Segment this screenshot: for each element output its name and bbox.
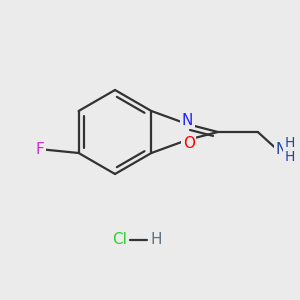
- Text: F: F: [36, 142, 44, 157]
- Text: N: N: [182, 113, 194, 128]
- Text: O: O: [183, 136, 195, 151]
- Text: Cl: Cl: [112, 232, 127, 247]
- Text: H: H: [285, 150, 295, 164]
- Text: N: N: [275, 142, 286, 158]
- Text: H: H: [285, 136, 295, 150]
- Text: H: H: [151, 232, 163, 247]
